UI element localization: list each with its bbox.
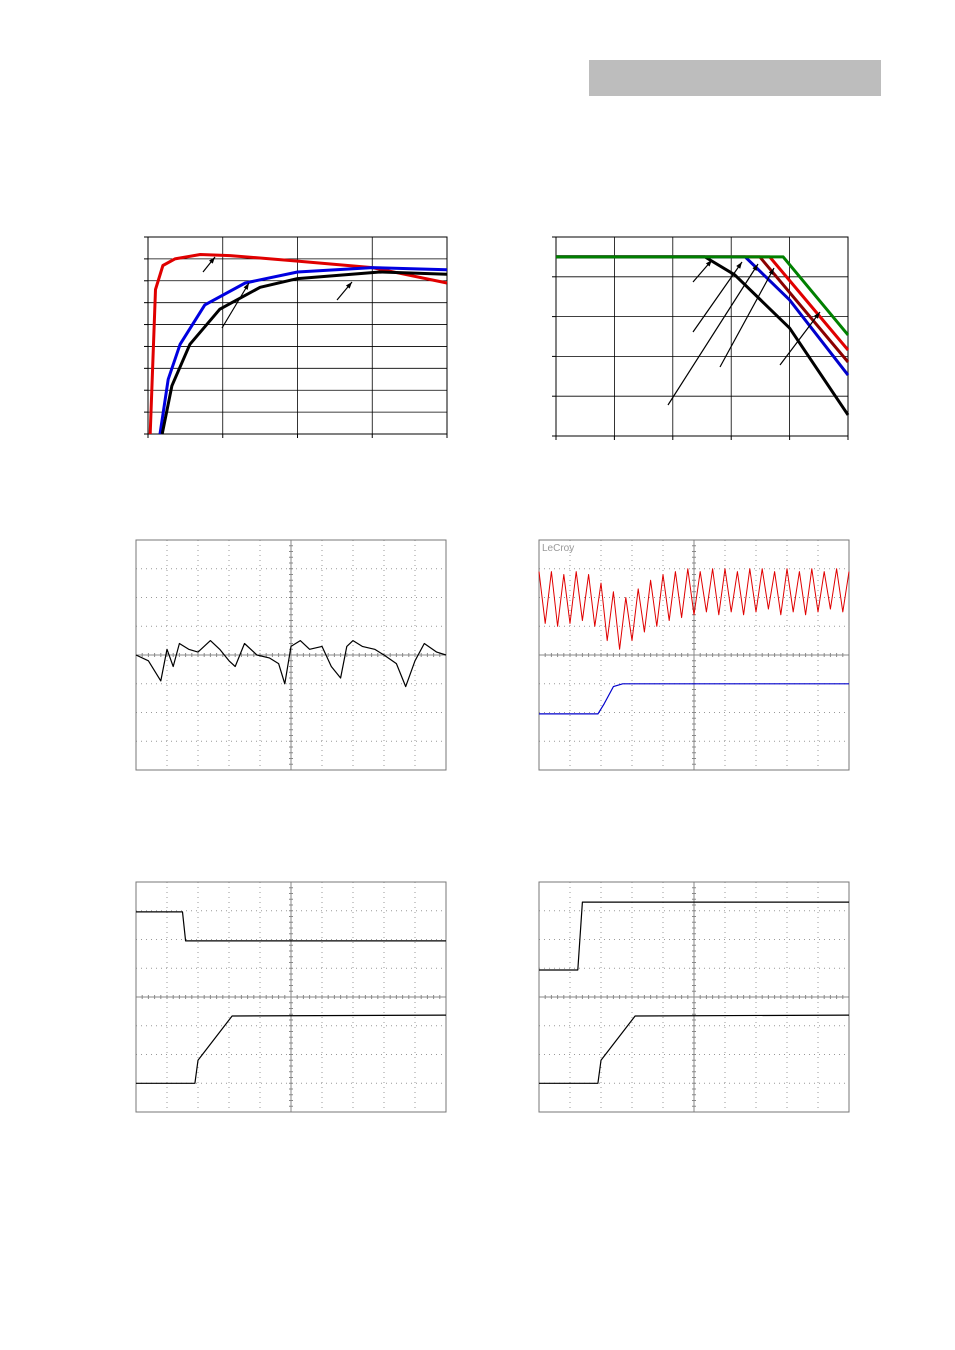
plot-frame <box>147 236 448 435</box>
arrow-head <box>243 283 249 290</box>
arrow <box>779 311 821 366</box>
trace <box>148 253 448 435</box>
arrow-head <box>814 312 820 319</box>
plot-frame <box>538 539 850 771</box>
trace <box>556 255 850 336</box>
chart <box>135 539 447 771</box>
chart <box>552 236 850 440</box>
arrow <box>692 261 743 333</box>
plot-frame <box>538 881 850 1113</box>
arrow <box>719 267 775 368</box>
arrow <box>221 282 250 329</box>
trace <box>538 568 850 650</box>
trace <box>160 270 448 435</box>
trace <box>556 255 850 377</box>
arrow-head <box>345 282 352 289</box>
chart <box>135 881 447 1113</box>
chart <box>144 236 448 438</box>
arrow-head <box>768 268 774 275</box>
arrow-head <box>752 264 758 271</box>
trace <box>539 1014 850 1084</box>
arrow <box>667 263 759 406</box>
trace <box>136 911 446 942</box>
chart <box>538 881 850 1113</box>
trace <box>158 266 448 435</box>
arrow-head <box>705 260 712 267</box>
trace <box>539 683 849 715</box>
trace <box>136 1014 447 1084</box>
scope-brand: LeCroy <box>542 543 574 554</box>
plot-frame <box>135 881 447 1113</box>
arrow-head <box>209 257 215 264</box>
trace <box>135 640 447 688</box>
trace <box>556 255 850 363</box>
chart: LeCroy <box>538 539 850 771</box>
header-bar <box>589 60 881 96</box>
trace <box>539 901 849 971</box>
plot-frame <box>555 236 849 437</box>
arrow-head <box>736 262 742 269</box>
